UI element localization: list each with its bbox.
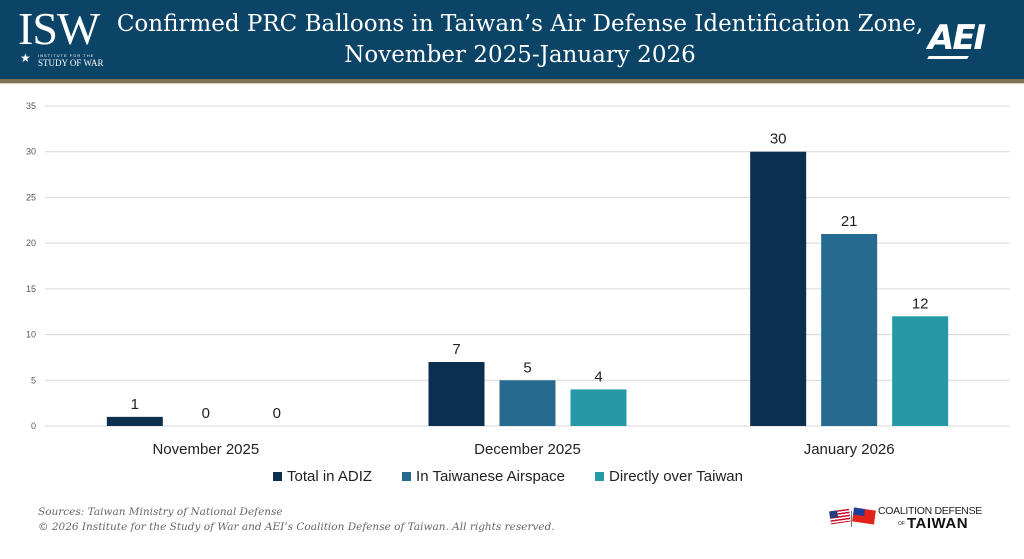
bar-directly-over-taiwan: [570, 389, 627, 426]
y-tick-label: 5: [31, 375, 36, 385]
data-labels: 1 0 0 7 5 4 30 21 12: [131, 131, 929, 422]
y-tick-label: 10: [26, 330, 36, 340]
title-line-2: November 2025-January 2026: [344, 42, 696, 68]
aei-swoosh-icon: [927, 56, 969, 59]
x-tick-label: December 2025: [474, 441, 581, 458]
sources-note: Sources: Taiwan Ministry of National Def…: [38, 506, 283, 518]
y-tick-label: 0: [31, 421, 36, 431]
data-label: 0: [273, 405, 281, 422]
star-icon: ★: [20, 51, 31, 65]
data-label: 21: [841, 213, 858, 230]
data-label: 7: [452, 341, 460, 358]
bars: [106, 151, 949, 426]
isw-logo-mark: ISW: [18, 3, 100, 54]
legend-item-directly-over-taiwan: Directly over Taiwan: [595, 468, 743, 485]
page-title: Confirmed PRC Balloons in Taiwan’s Air D…: [110, 9, 930, 71]
legend-swatch-directly-over-taiwan: [595, 472, 605, 481]
y-axis-ticks: 0 5 10 15 20 25 30 35: [26, 101, 36, 431]
footer-notes: Sources: Taiwan Ministry of National Def…: [38, 505, 578, 535]
header-divider: [0, 83, 1024, 84]
cdt-logo-line2: TAIWAN: [907, 515, 969, 532]
y-tick-label: 35: [26, 101, 36, 111]
x-tick-label: January 2026: [804, 441, 895, 458]
isw-logo: ISW ★ INSTITUTE FOR THE STUDY OF WAR: [18, 4, 113, 68]
aei-logo: AEI: [927, 18, 1008, 62]
y-tick-label: 20: [26, 238, 36, 248]
header-accent-stripe: [0, 79, 1024, 83]
legend-swatch-total-adiz: [273, 472, 282, 481]
legend-item-taiwanese-airspace: In Taiwanese Airspace: [402, 468, 565, 485]
header-banner: [0, 0, 1024, 79]
legend-label-directly-over-taiwan: Directly over Taiwan: [609, 468, 743, 485]
title-line-1: Confirmed PRC Balloons in Taiwan’s Air D…: [116, 11, 924, 37]
y-tick-label: 25: [26, 192, 36, 202]
x-tick-label: November 2025: [152, 441, 259, 458]
bar-directly-over-taiwan: [892, 316, 949, 426]
data-label: 30: [770, 131, 787, 148]
us-flag-icon: [829, 508, 851, 525]
cdt-logo-line1: COALITION DEFENSE: [878, 505, 983, 517]
legend-label-total-adiz: Total in ADIZ: [287, 468, 373, 485]
chart-legend: Total in ADIZ In Taiwanese Airspace Dire…: [273, 468, 743, 485]
legend-item-total-adiz: Total in ADIZ: [273, 468, 372, 485]
legend-swatch-taiwanese-airspace: [402, 472, 412, 481]
data-label: 4: [594, 368, 602, 385]
cdt-logo-of: OF: [898, 521, 905, 527]
data-label: 12: [912, 295, 929, 312]
bar-in-taiwanese-airspace: [821, 234, 878, 426]
data-label: 0: [202, 405, 210, 422]
aei-logo-mark: AEI: [928, 18, 986, 58]
copyright-note: © 2026 Institute for the Study of War an…: [38, 521, 555, 533]
data-label: 1: [131, 396, 139, 413]
isw-logo-tagline-top: INSTITUTE FOR THE: [38, 53, 95, 58]
y-tick-label: 15: [26, 284, 36, 294]
coalition-defense-taiwan-logo: COALITION DEFENSE OF TAIWAN: [829, 503, 1000, 533]
bar-total-in-adiz: [428, 362, 485, 426]
bar-in-taiwanese-airspace: [499, 380, 556, 426]
bar-total-in-adiz: [106, 416, 163, 426]
data-label: 5: [523, 359, 531, 376]
legend-label-taiwanese-airspace: In Taiwanese Airspace: [416, 468, 566, 485]
bar-total-in-adiz: [750, 151, 807, 426]
taiwan-flag-icon: [852, 507, 876, 525]
isw-logo-tagline-bottom: STUDY OF WAR: [38, 58, 104, 68]
y-tick-label: 30: [26, 147, 36, 157]
x-axis-ticks: November 2025 December 2025 January 2026: [152, 441, 894, 458]
